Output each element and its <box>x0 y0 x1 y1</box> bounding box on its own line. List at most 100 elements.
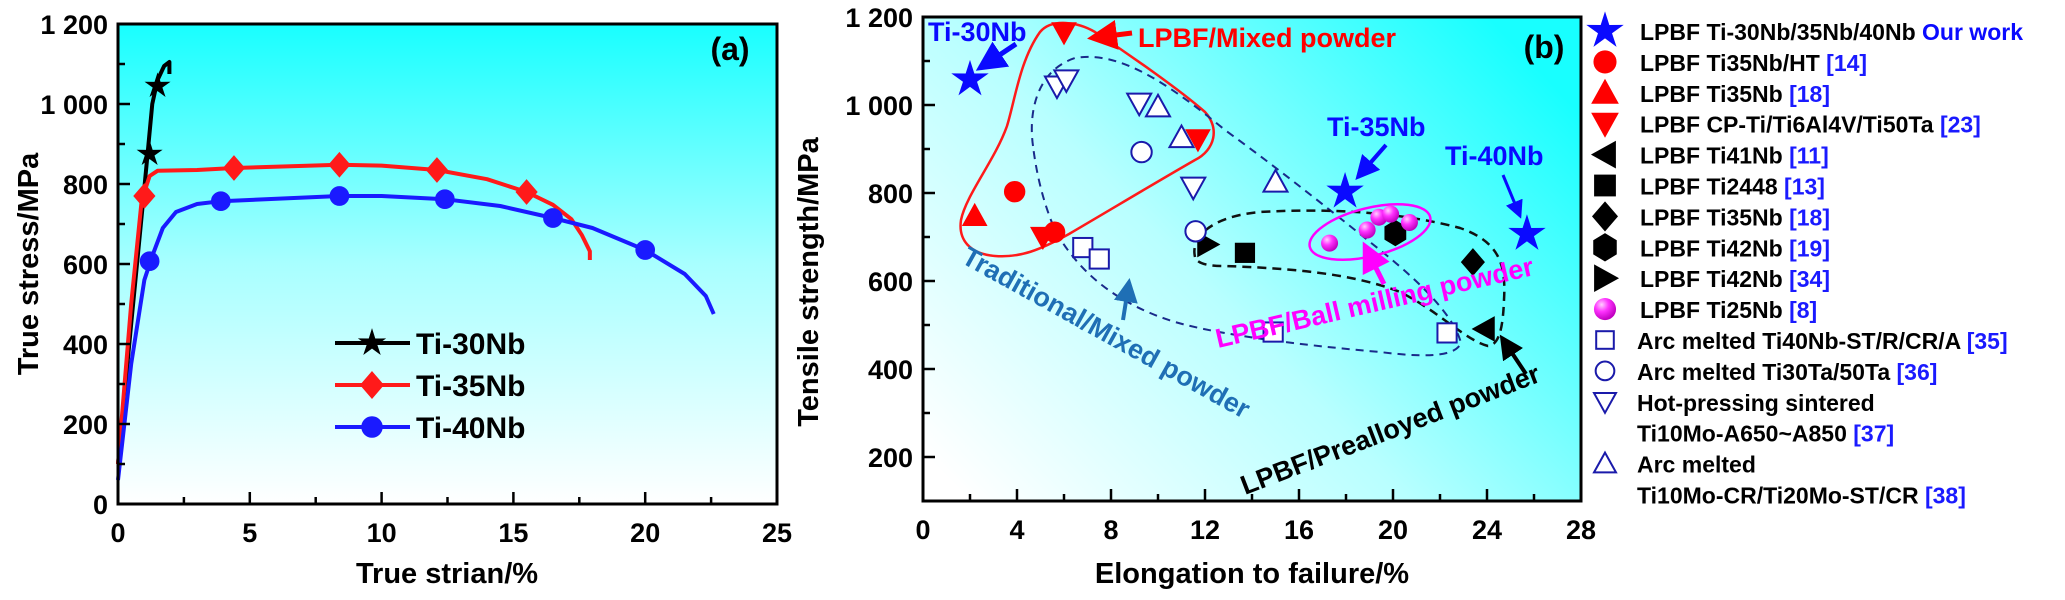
legend-item: Hot-pressing sintered Ti10Mo-A650~A850 [3… <box>1592 390 1894 447</box>
annotation-ti30nb: Ti-30Nb <box>928 17 1027 47</box>
legend-label: LPBF Ti25Nb <box>1640 297 1783 323</box>
arrow-mixed-powder <box>1087 20 1133 50</box>
legend-item: LPBF Ti35Nb [18] <box>1591 201 1830 232</box>
panel-b-series <box>951 22 1546 344</box>
panel-label-b: (b) <box>1524 29 1565 65</box>
legend-marker-triangle-down-open <box>1592 392 1618 415</box>
legend-marker-triangle-left <box>1590 140 1616 169</box>
x-tick-label: 20 <box>1378 515 1408 545</box>
legend-label: Ti-35Nb <box>416 370 525 403</box>
y-tick-label: 800 <box>868 179 913 209</box>
legend-reference: [8] <box>1789 297 1817 323</box>
arrow-traditional <box>1114 278 1138 321</box>
data-point-square-open <box>1072 236 1094 259</box>
svg-text:LPBF Ti2448 [13]: LPBF Ti2448 [13] <box>1640 174 1825 200</box>
y-tick-label: 0 <box>93 490 108 520</box>
data-point-triangle-left <box>1471 316 1495 342</box>
svg-text:LPBF CP-Ti/Ti6Al4V/Ti50Ta [23: LPBF CP-Ti/Ti6Al4V/Ti50Ta [23] <box>1640 112 1981 138</box>
legend-marker-square-open <box>1595 330 1615 350</box>
data-point-square-open <box>1262 321 1284 343</box>
legend-marker-diamond <box>359 371 385 399</box>
legend-marker-hexagon <box>1593 233 1617 262</box>
data-point-square-open <box>1436 322 1458 344</box>
y-tick-label: 1 000 <box>40 90 108 120</box>
legend-item: LPBF Ti42Nb [34] <box>1594 264 1830 292</box>
legend-marker-diamond <box>1591 201 1619 232</box>
data-point-ti-40nb <box>139 251 160 272</box>
y-tick-label: 800 <box>63 170 108 200</box>
data-point-ti-35nb <box>425 157 449 183</box>
annotation-ti40nb: Ti-40Nb <box>1445 141 1544 171</box>
legend-item: LPBF Ti35Nb/HT [14] <box>1593 50 1867 76</box>
data-point-square <box>1234 242 1256 263</box>
legend-label: LPBF Ti-30Nb/35Nb/40Nb <box>1640 19 1916 45</box>
legend-label: Arc melted Ti30Ta/50Ta <box>1637 359 1890 385</box>
svg-text:LPBF Ti-30Nb/35Nb/40Nb Our wo: LPBF Ti-30Nb/35Nb/40Nb Our work <box>1640 19 2023 45</box>
data-point-ti-40nb <box>329 186 350 206</box>
legend-label: LPBF Ti35Nb <box>1640 81 1783 107</box>
y-axis-title-b: Tensile strength/MPa <box>793 136 825 426</box>
x-tick-label: 5 <box>242 518 257 548</box>
panel-label-a: (a) <box>710 31 749 67</box>
data-point-triangle-up-open <box>1144 92 1172 118</box>
svg-text:Arc melted: Arc melted <box>1637 452 1756 478</box>
legend-label: Arc melted <box>1637 452 1756 478</box>
data-point-ti-40nb <box>635 240 656 260</box>
legend-reference: [37] <box>1853 421 1894 447</box>
svg-text:Hot-pressing sintered: Hot-pressing sintered <box>1637 390 1875 416</box>
data-point-ti-35nb <box>515 179 538 205</box>
data-point-square-open <box>1088 248 1110 270</box>
data-point-star <box>951 59 989 96</box>
data-point-triangle-down <box>1185 129 1211 153</box>
legend-item: Arc melted Ti40Nb-ST/R/CR/A [35] <box>1595 328 2008 354</box>
legend-marker-triangle-down <box>1591 112 1619 138</box>
legend-item: Ti-35Nb <box>335 370 525 403</box>
data-point-star <box>1326 172 1364 208</box>
data-point-ti-40nb <box>210 191 231 212</box>
panel-a-axes: 0 5 10 15 20 25 0 200 400 600 800 1 000 1 200 <box>40 10 792 548</box>
data-point-triangle-down-open <box>1125 92 1153 118</box>
data-point-diamond <box>1460 248 1485 277</box>
x-tick-label: 28 <box>1566 515 1596 545</box>
panel-a-series <box>116 60 716 481</box>
x-axis-title-b: Elongation to failure/% <box>1095 558 1409 590</box>
legend-item: LPBF CP-Ti/Ti6Al4V/Ti50Ta [23] <box>1591 112 1981 138</box>
svg-text:Ti10Mo-CR/Ti20Mo-ST/CR [38]: Ti10Mo-CR/Ti20Mo-ST/CR [38] <box>1637 483 1966 509</box>
svg-text:Arc melted Ti30Ta/50Ta [36]: Arc melted Ti30Ta/50Ta [36] <box>1637 359 1937 385</box>
y-axis-title-a: True stress/MPa <box>13 152 45 375</box>
x-tick-label: 12 <box>1190 515 1220 545</box>
legend-marker-sphere <box>1593 298 1617 321</box>
legend-label: LPBF Ti42Nb <box>1640 235 1783 261</box>
legend-reference: [18] <box>1789 204 1830 230</box>
legend-item: Arc melted Ti30Ta/50Ta [36] <box>1594 359 1937 385</box>
x-tick-label: 8 <box>1103 515 1118 545</box>
legend-marker-star <box>1586 11 1624 47</box>
legend-label: Ti10Mo-CR/Ti20Mo-ST/CR <box>1637 483 1919 509</box>
x-tick-label: 25 <box>762 518 792 548</box>
data-point-triangle-down <box>1030 226 1056 251</box>
data-point-ti-35nb <box>133 183 156 209</box>
legend-reference: [35] <box>1967 328 2008 354</box>
annotation-mixed-powder: LPBF/Mixed powder <box>1138 23 1397 53</box>
data-point-sphere <box>1358 221 1376 239</box>
svg-text:Ti10Mo-A650~A850 [37]: Ti10Mo-A650~A850 [37] <box>1637 421 1894 447</box>
legend-item: Arc melted Ti10Mo-CR/Ti20Mo-ST/CR [38] <box>1592 450 1966 509</box>
legend-reference: [23] <box>1940 112 1981 138</box>
legend-item: LPBF Ti41Nb [11] <box>1590 140 1829 169</box>
arrow-ti40nb <box>1501 174 1523 219</box>
arrow-ti30nb <box>975 41 1018 71</box>
x-tick-label: 0 <box>110 518 125 548</box>
x-tick-label: 20 <box>630 518 660 548</box>
svg-text:LPBF Ti42Nb [19]: LPBF Ti42Nb [19] <box>1640 235 1830 261</box>
data-point-triangle-up <box>961 202 988 226</box>
legend-item: LPBF Ti25Nb [8] <box>1593 297 1817 323</box>
legend-item: Ti-30Nb <box>335 328 525 361</box>
data-point-sphere <box>1382 205 1400 223</box>
legend-label: LPBF Ti35Nb/HT <box>1640 50 1820 76</box>
legend-marker-square <box>1594 174 1616 197</box>
legend-marker-star <box>357 328 387 356</box>
data-point-triangle-down-open <box>1052 69 1081 94</box>
legend-label: Arc melted Ti40Nb-ST/R/CR/A <box>1637 328 1961 354</box>
legend-item: LPBF Ti2448 [13] <box>1594 174 1825 200</box>
